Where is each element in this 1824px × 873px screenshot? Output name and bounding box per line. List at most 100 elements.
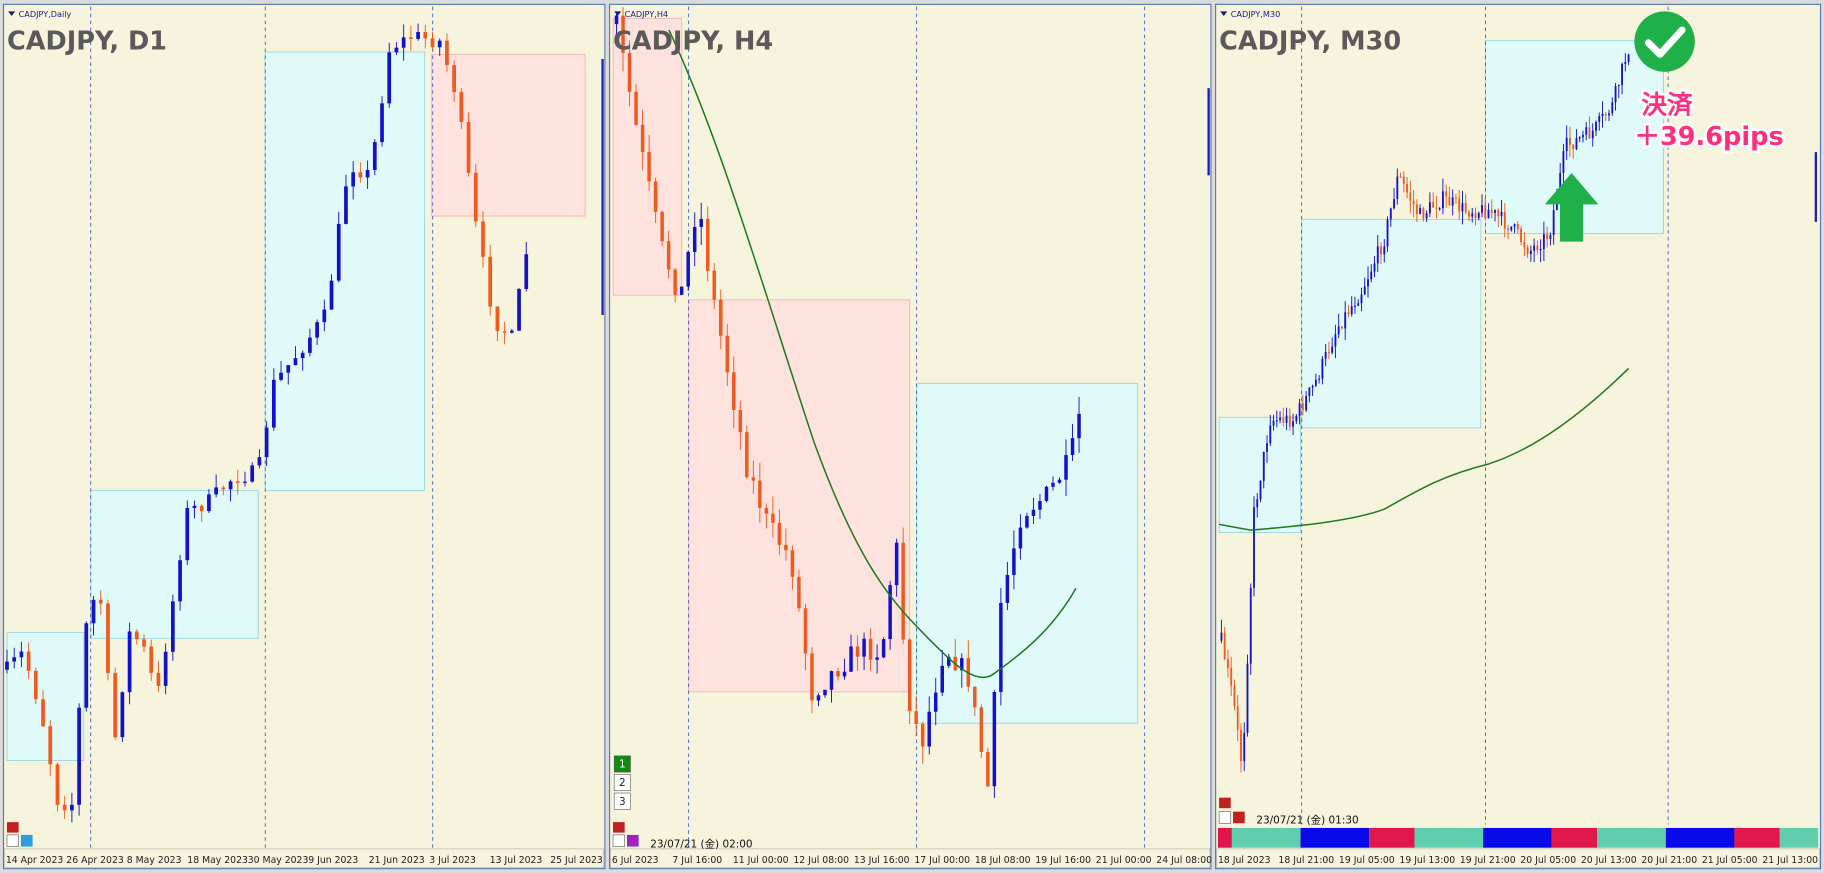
candle-body bbox=[387, 52, 392, 104]
candle-body bbox=[1314, 379, 1317, 386]
candle-body bbox=[1458, 198, 1461, 212]
candle-body bbox=[488, 256, 493, 307]
candle-body bbox=[1363, 286, 1366, 295]
candle-body bbox=[293, 358, 298, 366]
candle-body bbox=[1559, 172, 1562, 197]
candle-body bbox=[732, 372, 736, 410]
candle-body bbox=[120, 692, 125, 738]
candle-body bbox=[1350, 306, 1353, 315]
candle-body bbox=[947, 656, 951, 666]
icon[interactable] bbox=[1218, 811, 1232, 824]
candle-body bbox=[790, 550, 795, 577]
candle-body bbox=[279, 372, 283, 380]
candle-body bbox=[1360, 294, 1363, 304]
candle-body bbox=[502, 331, 507, 333]
candle-body bbox=[829, 671, 834, 690]
time-label: 13 Jul 16:00 bbox=[854, 855, 910, 866]
candle-body bbox=[1455, 197, 1457, 199]
candle-body bbox=[481, 221, 485, 257]
candle-body bbox=[725, 335, 730, 373]
icon[interactable] bbox=[1233, 811, 1245, 824]
button[interactable] bbox=[613, 792, 631, 810]
icon[interactable] bbox=[627, 834, 639, 847]
candle-body bbox=[1471, 213, 1474, 217]
candle-body bbox=[156, 672, 161, 686]
close-icon[interactable] bbox=[6, 822, 19, 833]
candle-body bbox=[185, 508, 190, 561]
candle-body bbox=[634, 91, 638, 125]
candle-body bbox=[1526, 247, 1529, 255]
candle-body bbox=[466, 121, 471, 173]
timestamp: 23/07/21 (金) 02:00 bbox=[650, 838, 752, 851]
strip bbox=[1779, 827, 1819, 848]
candle-body bbox=[1367, 279, 1369, 287]
candle-body bbox=[1246, 663, 1249, 733]
candle-body bbox=[803, 608, 808, 654]
candle-body bbox=[70, 804, 74, 811]
candle-body bbox=[1288, 415, 1291, 427]
candle-body bbox=[1575, 138, 1578, 150]
icon[interactable] bbox=[612, 834, 625, 847]
candle-body bbox=[1285, 415, 1288, 423]
time-label: 13 Jul 2023 bbox=[490, 855, 543, 866]
strip bbox=[1665, 827, 1735, 848]
candle-body bbox=[705, 218, 710, 271]
candle-body bbox=[1468, 212, 1470, 217]
button-label[interactable]: 1 bbox=[619, 759, 626, 771]
chart-title: CADJPY, H4 bbox=[613, 27, 773, 57]
time-label: 18 Jul 21:00 bbox=[1278, 855, 1334, 866]
candle-body bbox=[1494, 210, 1496, 214]
candle-body bbox=[1520, 228, 1523, 242]
candle-body bbox=[738, 409, 743, 433]
candle-body bbox=[1441, 191, 1444, 209]
strip bbox=[1414, 827, 1484, 848]
time-label: 21 Jul 05:00 bbox=[1702, 855, 1758, 866]
button-label[interactable]: 3 bbox=[619, 796, 626, 808]
candle-body bbox=[1415, 204, 1418, 214]
time-label: 11 Jul 00:00 bbox=[733, 855, 789, 866]
time-label: 20 Jul 13:00 bbox=[1581, 855, 1637, 866]
button[interactable] bbox=[613, 755, 631, 773]
candle-body bbox=[329, 280, 334, 310]
annotation-result: ＋39.6pips bbox=[1634, 122, 1783, 152]
candle-body bbox=[1588, 127, 1591, 139]
close-icon[interactable] bbox=[1219, 797, 1231, 809]
time-label: 19 Jul 21:00 bbox=[1460, 855, 1516, 866]
candle-body bbox=[1595, 122, 1597, 131]
dropdown-arrow[interactable] bbox=[8, 11, 1228, 16]
candle-body bbox=[1503, 211, 1506, 229]
time-axis bbox=[610, 848, 1211, 868]
time-label: 21 Jun 2023 bbox=[369, 855, 425, 866]
strip bbox=[1483, 827, 1552, 848]
candle-body bbox=[660, 211, 664, 242]
icon[interactable] bbox=[20, 834, 33, 847]
candle-body bbox=[1396, 176, 1399, 200]
annotation-action: 決済 bbox=[1641, 91, 1693, 121]
candle-body bbox=[459, 92, 464, 122]
candle-body bbox=[999, 602, 1003, 692]
zone-buy bbox=[6, 632, 85, 761]
candle-body bbox=[927, 711, 931, 747]
candle-body bbox=[1591, 130, 1594, 139]
candles bbox=[5, 7, 1630, 823]
candle-body bbox=[452, 65, 456, 93]
candle-body bbox=[1262, 451, 1265, 481]
close-icon[interactable] bbox=[613, 822, 625, 833]
time-label: 21 Jul 13:00 bbox=[1762, 855, 1818, 866]
candle-body bbox=[1448, 196, 1451, 206]
candle-body bbox=[1617, 84, 1620, 86]
button-label[interactable]: 2 bbox=[619, 777, 626, 789]
candle-body bbox=[1487, 209, 1490, 219]
candle-body bbox=[77, 707, 81, 805]
candle-body bbox=[868, 638, 873, 660]
candle-body bbox=[1051, 482, 1055, 487]
icon[interactable] bbox=[6, 834, 19, 847]
candle-body bbox=[1569, 137, 1571, 145]
candle-body bbox=[699, 218, 703, 227]
chart-title: CADJPY, D1 bbox=[7, 27, 167, 57]
candle-body bbox=[315, 322, 319, 338]
candle-body bbox=[192, 505, 197, 509]
button[interactable] bbox=[613, 774, 631, 792]
candle-body bbox=[1370, 271, 1373, 280]
candle-body bbox=[1432, 202, 1435, 208]
